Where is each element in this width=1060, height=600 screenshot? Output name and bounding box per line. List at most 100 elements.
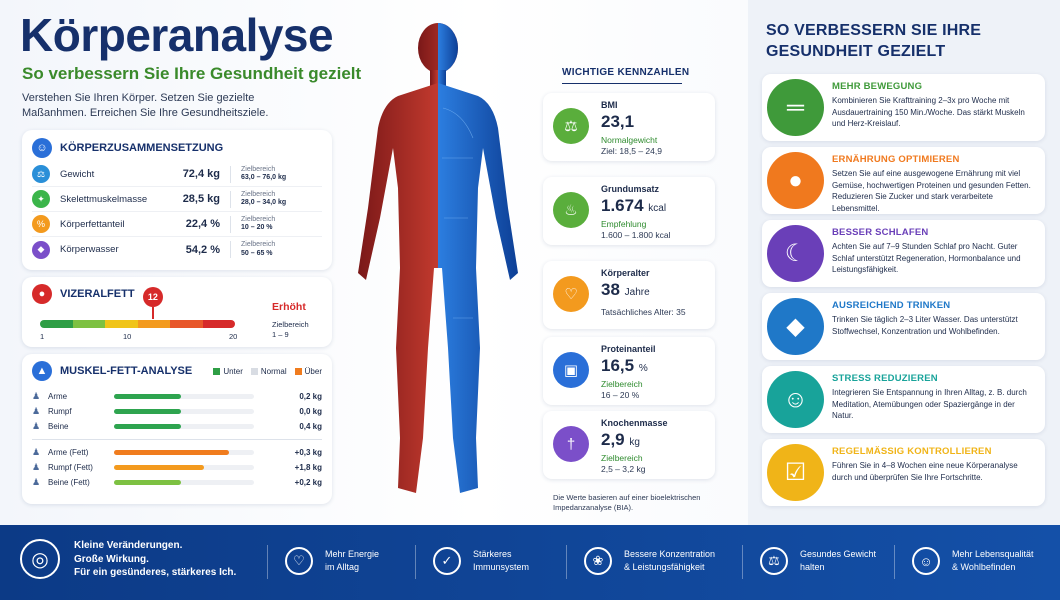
muscle-fat-label: Beine (Fett)	[48, 478, 90, 487]
tip-title: REGELMÄSSIG KONTROLLIEREN	[832, 446, 992, 457]
composition-value: 22,4 %	[185, 218, 220, 230]
kpi-detail: Ziel: 18,5 – 24,9	[601, 146, 662, 156]
visceral-scale-segment	[170, 320, 203, 328]
composition-range-value: 10 – 20 %	[241, 224, 273, 231]
footer-separator	[566, 545, 567, 579]
kpi-detail: 1.600 – 1.800 kcal	[601, 230, 671, 240]
footer-banner: ◎ Kleine Veränderungen. Große Wirkung. F…	[0, 525, 1060, 600]
legend-swatch	[294, 367, 302, 375]
body-part-icon: ♟	[32, 477, 41, 487]
kpi-value: 16,5 %	[601, 356, 648, 376]
muscle-fat-row: ♟ Rumpf 0,0 kg	[32, 404, 322, 419]
footer-benefit: ☺ Mehr Lebensqualität & Wohlbefinden	[912, 547, 1034, 575]
muscle-fat-row: ♟ Arme (Fett) +0,3 kg	[32, 445, 322, 460]
composition-label: Körperfettanteil	[60, 218, 125, 230]
visceral-tick-min: 1	[40, 332, 45, 341]
muscle-fat-value: +0,3 kg	[294, 448, 322, 457]
composition-range-value: 50 – 65 %	[241, 249, 273, 257]
composition-label: Skelettmuskelmasse	[60, 193, 148, 205]
tip-title: BESSER SCHLAFEN	[832, 227, 929, 238]
tip-text: Integrieren Sie Entspannung in Ihren All…	[832, 388, 1027, 420]
footer-benefit-line1: Mehr Energie	[325, 549, 380, 559]
muscle-fat-analysis-card: ▲ MUSKEL-FETT-ANALYSE Unter Normal Über ♟ A…	[22, 354, 332, 504]
composition-range-value: 28,0 – 34,0 kg	[241, 199, 287, 206]
footer-benefit-text: Mehr Energie im Alltag	[325, 548, 379, 574]
page-title: Körperanalyse	[20, 9, 334, 61]
meditation-icon: ☺	[767, 371, 824, 428]
kpi-footnote: Die Werte basieren auf einer bioelektris…	[553, 493, 701, 512]
composition-range: Zielbereich 63,0 – 76,0 kg	[230, 165, 287, 183]
organ-icon: ●	[32, 284, 52, 304]
kpi-card: ⚖ BMI 23,1 Normalgewicht Ziel: 18,5 – 24,9	[543, 93, 715, 161]
visceral-fat-marker: 12	[142, 287, 163, 307]
page-intro: Verstehen Sie Ihren Körper. Setzen Sie g…	[22, 92, 269, 119]
composition-range-value: 63,0 – 76,0 kg	[241, 174, 287, 181]
kpi-detail: Tatsächliches Alter: 35	[601, 307, 686, 317]
bone-icon: †	[553, 426, 589, 462]
footer-benefit-line1: Gesundes Gewicht	[800, 549, 877, 559]
muscle-fat-fill	[114, 424, 182, 429]
tip-card: ◆ AUSREICHEND TRINKEN Trinken Sie täglich …	[762, 293, 1045, 360]
footer-benefit: ⚖ Gesundes Gewicht halten	[760, 547, 876, 575]
footer-benefit-line2: im Alltag	[325, 562, 360, 572]
muscle-fat-value: +0,2 kg	[294, 478, 322, 487]
visceral-tick-max: 20	[229, 332, 238, 341]
tip-card: ● ERNÄHRUNG OPTIMIEREN Setzen Sie auf eine…	[762, 147, 1045, 214]
body-icon: ▲	[32, 361, 52, 381]
muscle-fat-label: Arme (Fett)	[48, 448, 89, 457]
tip-card: ☑ REGELMÄSSIG KONTROLLIEREN Führen Sie in …	[762, 439, 1045, 506]
muscle-fat-value: 0,4 kg	[299, 422, 322, 431]
composition-value: 28,5 kg	[182, 193, 220, 205]
kpi-value-number: 16,5	[601, 356, 635, 375]
footer-slogan-line1: Kleine Veränderungen.	[74, 540, 183, 551]
composition-value: 54,2 %	[185, 243, 220, 256]
tip-title: ERNÄHRUNG OPTIMIEREN	[832, 154, 960, 165]
composition-range-label: Zielbereich	[241, 165, 276, 173]
kpi-label: Grundumsatz	[601, 184, 660, 194]
scale-icon: ⚖	[32, 165, 50, 183]
tip-text: Trinken Sie täglich 2–3 Liter Wasser. Da…	[832, 315, 1018, 336]
tip-card: ☺ STRESS REDUZIEREN Integrieren Sie Entspa…	[762, 366, 1045, 433]
footer-benefit-text: Bessere Konzentration & Leistungsfähigkei…	[624, 548, 715, 574]
kpi-label: Körperalter	[601, 268, 650, 278]
muscle-fat-fill	[114, 394, 182, 399]
composition-range: Zielbereich 50 – 65 %	[230, 241, 275, 258]
water-drop-icon: ◆	[767, 298, 824, 355]
muscle-fat-row: ♟ Beine 0,4 kg	[32, 419, 322, 434]
visceral-fat-status: Erhöht	[272, 301, 306, 313]
muscle-fat-fill	[114, 409, 182, 414]
composition-label: Gewicht	[60, 168, 95, 180]
footer-benefit-line1: Mehr Lebensqualität	[952, 549, 1034, 559]
kpi-label: Knochenmasse	[601, 418, 668, 428]
protein-jar-icon: ▣	[553, 352, 589, 388]
tip-card: ☾ BESSER SCHLAFEN Achten Sie auf 7–9 Stund…	[762, 220, 1045, 287]
body-composition-card: ☺ KÖRPERZUSAMMENSETZUNG ⚖ Gewicht 72,4 kg Z…	[22, 130, 332, 270]
person-icon: ☺	[32, 138, 52, 158]
scale-icon: ⚖	[760, 547, 788, 575]
muscle-fat-label: Rumpf (Fett)	[48, 463, 93, 472]
visceral-fat-scale	[40, 320, 235, 328]
tip-text: Kombinieren Sie Krafttraining 2–3x pro W…	[832, 96, 1025, 128]
kpi-label: BMI	[601, 100, 618, 110]
tip-text: Setzen Sie auf eine ausgewogene Ernährun…	[832, 169, 1031, 213]
body-part-icon: ♟	[32, 447, 41, 457]
body-figure	[358, 23, 518, 493]
muscle-fat-legend: Unter Normal Über	[213, 367, 322, 376]
kpi-value-unit: kcal	[648, 203, 667, 214]
footer-benefit-line2: & Leistungsfähigkeit	[624, 562, 705, 572]
body-composition-title: KÖRPERZUSAMMENSETZUNG	[60, 142, 224, 154]
smile-icon: ☺	[912, 547, 940, 575]
footer-benefit-line2: Immunsystem	[473, 562, 530, 572]
muscle-fat-track	[114, 409, 254, 414]
muscle-fat-divider	[32, 439, 322, 440]
shield-check-icon: ✓	[433, 547, 461, 575]
visceral-tick-mid: 10	[123, 332, 132, 341]
footer-benefit: ♡ Mehr Energie im Alltag	[285, 547, 379, 575]
visceral-fat-title: VIZERALFETT	[60, 288, 135, 300]
kpi-status: Normalgewicht	[601, 135, 658, 145]
footer-separator	[415, 545, 416, 579]
muscle-fat-track	[114, 424, 254, 429]
visceral-scale-segment	[202, 320, 235, 328]
legend-item: Über	[294, 367, 322, 376]
kpi-value: 23,1	[601, 112, 634, 132]
